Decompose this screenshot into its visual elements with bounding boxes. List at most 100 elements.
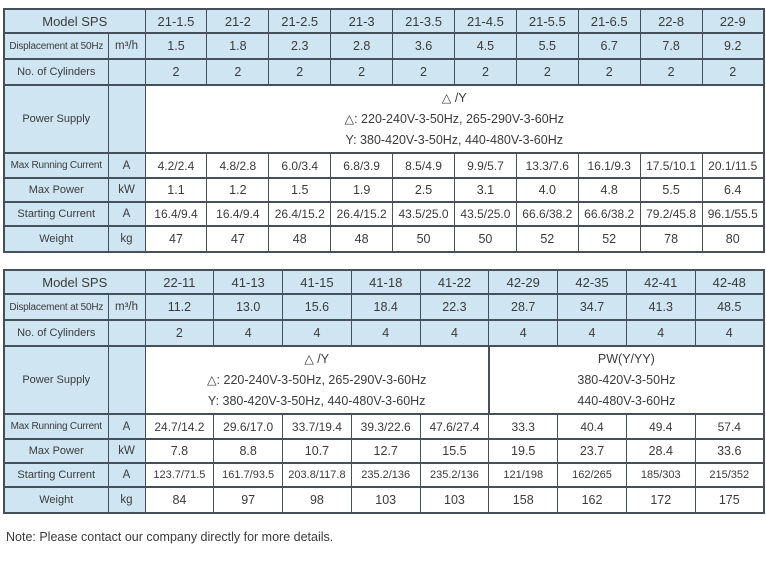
row-label-cylinders: No. of Cylinders [3,58,109,86]
unit-cell-max_running_current: A [107,152,146,179]
unit-cell-max_running_current: A [107,413,146,440]
model-header-row: Model SPS 22-11 41-13 41-15 41-18 41-22 42-29 4… [3,269,765,295]
model-column-header: 41-13 [213,269,284,295]
value-cell: 50 [392,225,455,253]
row-label-weight: Weight [3,225,109,253]
model-column-header: 42-41 [625,269,696,295]
value-cell: 16.4/9.4 [144,201,208,227]
value-cell: 4 [694,319,765,347]
value-cell: 4 [282,319,352,347]
unit-cell-cylinders [107,319,146,347]
unit-cell-weight: kg [107,486,146,514]
spec-row-displacement: Displacement at 50Hz m³/h 11.2 13.0 15.6 18.4… [3,293,765,321]
row-label-max_running_current: Max Running Current [3,413,109,440]
value-cell: 16.4/9.4 [206,201,270,227]
value-cell: 47 [206,225,270,253]
power-supply-section: △ /Y △: 220-240V-3-50Hz, 265-290V-3-60Hz Y… [144,345,490,415]
value-cell: 5.5 [639,177,703,203]
value-cell: 17.5/10.1 [639,152,703,179]
value-cell: 33.6 [694,438,765,464]
row-label-cylinders: No. of Cylinders [3,319,109,347]
value-cell: 23.7 [557,438,627,464]
spec-row-displacement: Displacement at 50Hz m³/h 1.5 1.8 2.3 2.8 3.6 4… [3,32,765,60]
model-column-header: 21-1.5 [144,8,208,34]
value-cell: 2 [206,58,270,86]
value-cell: 4 [213,319,284,347]
spec-row-weight: Weight kg 47 47 48 48 50 50 52 52 78 80 [3,225,765,253]
value-cell: 4 [557,319,627,347]
value-cell: 1.5 [268,177,332,203]
spec-row-starting_current: Starting Current A 123.7/71.5 161.7/93.5 203… [3,462,765,488]
value-cell: 52 [515,225,579,253]
value-cell: 47.6/27.4 [419,413,490,440]
value-cell: 121/198 [488,462,559,488]
spec-sheet: Model SPS 21-1.5 21-2 21-2.5 21-3 21-3.5 21-4.… [3,8,765,544]
value-cell: 15.5 [419,438,490,464]
power-supply-section: PW(Y/YY) 380-420V-3-50Hz 440-480V-3-60Hz [487,345,765,415]
value-cell: 48.5 [694,293,765,321]
value-cell: 1.8 [206,32,270,60]
value-cell: 2.8 [330,32,394,60]
value-cell: 6.4 [701,177,765,203]
value-cell: 11.2 [144,293,215,321]
model-column-header: 22-8 [639,8,703,34]
value-cell: 4.8/2.8 [206,152,270,179]
value-cell: 235.2/136 [419,462,490,488]
value-cell: 33.3 [488,413,559,440]
model-column-header: 21-3 [330,8,394,34]
model-column-header: 41-18 [350,269,421,295]
model-column-header: 41-15 [282,269,352,295]
value-cell: 1.1 [144,177,208,203]
value-cell: 9.2 [701,32,765,60]
value-cell: 22.3 [419,293,490,321]
value-cell: 2.5 [392,177,455,203]
power-supply-line: 380-420V-3-50Hz [577,372,676,387]
model-column-header: 22-11 [144,269,215,295]
value-cell: 6.7 [577,32,641,60]
model-column-header: 21-6.5 [577,8,641,34]
value-cell: 2 [639,58,703,86]
value-cell: 40.4 [557,413,627,440]
model-column-header: 22-9 [701,8,765,34]
value-cell: 79.2/45.8 [639,201,703,227]
spec-row-max_power: Max Power kW 7.8 8.8 10.7 12.7 15.5 19.5 23.7 28.… [3,438,765,464]
value-cell: 97 [213,486,284,514]
value-cell: 2 [515,58,579,86]
spec-row-max_running_current: Max Running Current A 4.2/2.4 4.8/2.8 6.0/3.… [3,152,765,179]
footnote: Note: Please contact our company directl… [6,530,334,544]
value-cell: 215/352 [694,462,765,488]
value-cell: 43.5/25.0 [392,201,455,227]
value-cell: 48 [330,225,394,253]
power-supply-section: △ /Y △: 220-240V-3-50Hz, 265-290V-3-60Hz Y… [144,84,765,154]
model-column-header: 42-48 [694,269,765,295]
value-cell: 1.2 [206,177,270,203]
value-cell: 41.3 [625,293,696,321]
value-cell: 3.1 [453,177,517,203]
value-cell: 4.2/2.4 [144,152,208,179]
value-cell: 78 [639,225,703,253]
value-cell: 24.7/14.2 [144,413,215,440]
spec-row-starting_current: Starting Current A 16.4/9.4 16.4/9.4 26.4/15… [3,201,765,227]
value-cell: 80 [701,225,765,253]
value-cell: 103 [350,486,421,514]
value-cell: 6.0/3.4 [268,152,332,179]
value-cell: 13.3/7.6 [515,152,579,179]
value-cell: 34.7 [557,293,627,321]
value-cell: 98 [282,486,352,514]
value-cell: 2 [701,58,765,86]
value-cell: 4 [488,319,559,347]
value-cell: 203.8/117.8 [282,462,352,488]
power-supply-line: 440-480V-3-60Hz [577,393,676,408]
value-cell: 4.8 [577,177,641,203]
value-cell: 15.6 [282,293,352,321]
value-cell: 47 [144,225,208,253]
value-cell: 43.5/25.0 [453,201,517,227]
model-column-header: 41-22 [419,269,490,295]
unit-cell-power_supply [107,345,146,415]
value-cell: 2.3 [268,32,332,60]
model-column-header: 21-4.5 [453,8,517,34]
value-cell: 235.2/136 [350,462,421,488]
row-label-max_running_current: Max Running Current [3,152,109,179]
model-header-label: Model SPS [3,8,146,34]
value-cell: 84 [144,486,215,514]
